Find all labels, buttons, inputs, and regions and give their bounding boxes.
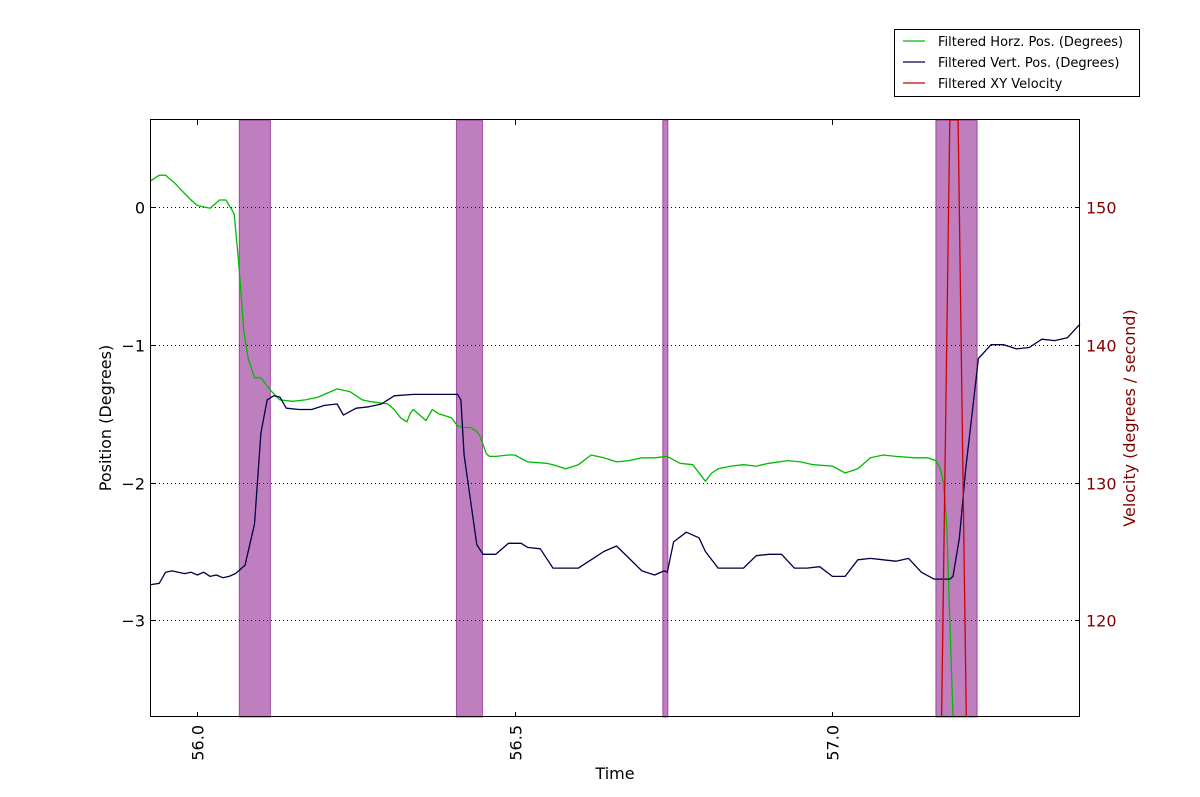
highlight-span-2 — [662, 119, 669, 718]
y2-tick-label-0: 150 — [1086, 199, 1117, 218]
x-tick-label-1: 56.5 — [507, 725, 526, 761]
y-tick-label-2: −2 — [121, 475, 145, 494]
highlight-span-1 — [455, 119, 483, 718]
legend-label-vert: Filtered Vert. Pos. (Degrees) — [938, 56, 1119, 71]
x-axis-label: Time — [594, 764, 634, 783]
y-axis-left-label: Position (Degrees) — [96, 345, 115, 491]
legend-box — [894, 29, 1140, 97]
plot-frame — [150, 119, 1080, 717]
highlight-spans — [238, 119, 978, 718]
y-tick-label-1: −1 — [121, 337, 145, 356]
grid-lines — [151, 207, 1080, 621]
series-line-1 — [150, 323, 1081, 586]
y-axis-right-label: Velocity (degrees / second) — [1120, 309, 1139, 526]
series-line-0 — [150, 174, 954, 718]
y2-tick-label-3: 120 — [1086, 612, 1117, 631]
y-tick-label-0: 0 — [135, 199, 145, 218]
x-tick-label-2: 57.0 — [824, 725, 843, 761]
highlight-span-0 — [238, 119, 271, 718]
legend-label-velocity: Filtered XY Velocity — [938, 77, 1063, 92]
y-axis-right-ticks: 150 140 130 120 — [1075, 199, 1117, 631]
x-axis-ticks: 56.0 56.5 57.0 — [189, 120, 843, 761]
x-tick-label-0: 56.0 — [189, 725, 208, 761]
y2-tick-label-1: 140 — [1086, 337, 1117, 356]
y-axis-left-ticks: 0 −1 −2 −3 — [121, 199, 156, 631]
legend-label-horz: Filtered Horz. Pos. (Degrees) — [938, 35, 1123, 50]
y2-tick-label-2: 130 — [1086, 475, 1117, 494]
legend: Filtered Horz. Pos. (Degrees) Filtered V… — [894, 29, 1140, 97]
y-tick-label-3: −3 — [121, 612, 145, 631]
